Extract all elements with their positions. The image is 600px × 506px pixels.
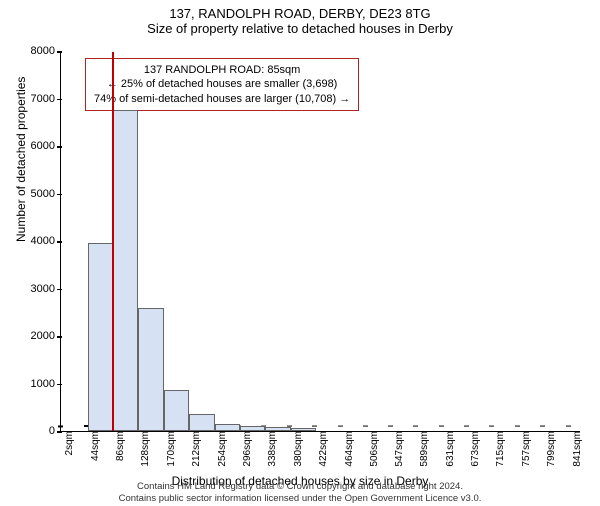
y-tick: 1000 [31,378,61,390]
histogram-bar [265,427,290,431]
x-tick: 673sqm [464,431,481,467]
histogram-bar [291,428,316,431]
attribution-footer: Contains HM Land Registry data © Crown c… [0,481,600,504]
x-tick: 86sqm [109,431,126,461]
x-tick: 757sqm [515,431,532,467]
x-tick: 422sqm [312,431,329,467]
chart-subtitle: Size of property relative to detached ho… [0,21,600,36]
annotation-line-1: 137 RANDOLPH ROAD: 85sqm [94,63,350,77]
y-tick: 5000 [31,188,61,200]
annotation-line-3: 74% of semi-detached houses are larger (… [94,92,350,106]
plot-region: 137 RANDOLPH ROAD: 85sqm ← 25% of detach… [60,52,580,432]
x-tick: 44sqm [84,431,101,461]
annotation-line-2: ← 25% of detached houses are smaller (3,… [94,77,350,91]
y-tick: 8000 [31,45,61,57]
property-marker-line [112,52,114,431]
x-tick: 170sqm [160,431,177,467]
y-axis-label: Number of detached properties [14,77,28,242]
histogram-bar [88,243,113,431]
histogram-bar [189,414,214,431]
x-tick: 589sqm [413,431,430,467]
histogram-bar [164,390,189,431]
x-tick: 2sqm [58,431,75,455]
y-tick: 6000 [31,140,61,152]
histogram-bar [138,308,163,432]
x-tick: 296sqm [236,431,253,467]
x-tick: 841sqm [566,431,583,467]
y-tick: 4000 [31,235,61,247]
footer-line-1: Contains HM Land Registry data © Crown c… [0,481,600,492]
histogram-bar [215,424,240,431]
histogram-bar [113,110,138,431]
chart-title: 137, RANDOLPH ROAD, DERBY, DE23 8TG [0,6,600,21]
x-tick: 799sqm [540,431,557,467]
x-tick: 254sqm [211,431,228,467]
annotation-box: 137 RANDOLPH ROAD: 85sqm ← 25% of detach… [85,58,359,111]
footer-line-2: Contains public sector information licen… [0,493,600,504]
x-tick: 547sqm [388,431,405,467]
x-tick: 128sqm [134,431,151,467]
y-tick: 7000 [31,93,61,105]
x-tick: 631sqm [439,431,456,467]
chart-area: 137 RANDOLPH ROAD: 85sqm ← 25% of detach… [60,52,580,432]
x-tick: 715sqm [489,431,506,467]
histogram-bar [240,426,265,431]
y-tick: 3000 [31,283,61,295]
x-tick: 212sqm [185,431,202,467]
x-tick: 506sqm [363,431,380,467]
y-tick: 2000 [31,330,61,342]
x-tick: 380sqm [287,431,304,467]
x-tick: 338sqm [261,431,278,467]
x-tick: 464sqm [338,431,355,467]
